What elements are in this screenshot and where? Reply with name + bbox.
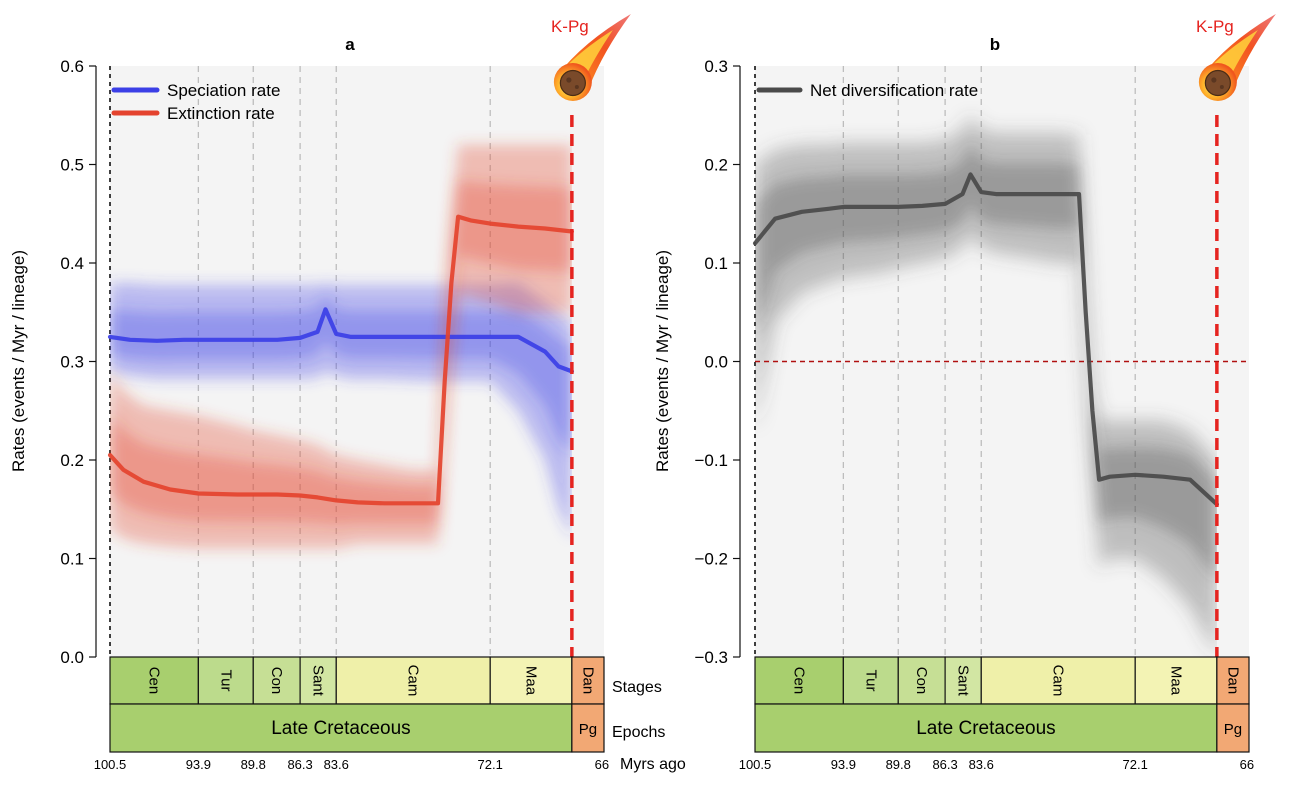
stage-label-Con: Con: [268, 667, 285, 695]
y-tick-label: 0.6: [60, 57, 84, 76]
legend-speciation-label: Speciation rate: [167, 81, 280, 100]
stage-box-Tur: [842, 656, 899, 705]
kpg-label: K-Pg: [551, 17, 589, 36]
stage-label-Maa: Maa: [523, 666, 540, 696]
panel-a-ylabel: Rates (events / Myr / lineage): [9, 250, 28, 472]
age-tick-label: 72.1: [478, 757, 503, 772]
stages-row-label: Stages: [612, 679, 662, 696]
panel-a-timescale: Cen Tur Con Sant Cam Maa Dan Late Cretaceous Pg 1…: [94, 656, 609, 772]
meteor-crater-icon: [1211, 77, 1217, 83]
age-tick-label: 89.8: [241, 757, 266, 772]
stage-box-Dan: [571, 656, 605, 705]
stage-label-Cen: Cen: [146, 667, 163, 695]
stage-label-Con: Con: [913, 667, 930, 695]
stage-box-Maa: [1134, 656, 1218, 705]
stage-label-Cen: Cen: [791, 667, 808, 695]
stage-label-Tur: Tur: [862, 670, 879, 692]
y-tick-label: 0.2: [60, 451, 84, 470]
age-tick-label: 83.6: [969, 757, 994, 772]
stage-label-Dan: Dan: [579, 667, 596, 695]
panel-b-title: b: [990, 35, 1000, 54]
age-tick-label: 93.9: [186, 757, 211, 772]
y-tick-label: 0.5: [60, 156, 84, 175]
stage-box-Tur: [197, 656, 254, 705]
panel-b-timescale: Cen Tur Con Sant Cam Maa Dan Late Cretaceous Pg 1…: [739, 656, 1254, 772]
series-line-0: [752, 172, 1219, 507]
panel-a-stage-lines: [109, 66, 491, 657]
age-tick-label: 100.5: [739, 757, 772, 772]
y-tick-label: −0.3: [694, 648, 728, 667]
stage-label-Cam: Cam: [405, 665, 422, 697]
stage-label-Maa: Maa: [1168, 666, 1185, 696]
panel-a-title: a: [345, 35, 355, 54]
meteor-crater-icon: [574, 85, 579, 89]
panel-a-legend: Speciation rate Extinction rate: [111, 81, 280, 123]
epoch-box-Late Cretaceous: [754, 703, 1218, 753]
panel-a: a Rates (events / Myr / lineage) K-Pg 0.…: [9, 14, 686, 773]
kpg-label: K-Pg: [1196, 17, 1234, 36]
stage-box-Con: [252, 656, 301, 705]
epochs-row-label: Epochs: [612, 724, 665, 741]
age-tick-label: 86.3: [287, 757, 312, 772]
uncertainty-band-inner-1: [110, 180, 572, 525]
stage-box-Cam: [335, 656, 491, 705]
panel-b: b Rates (events / Myr / lineage) K-Pg −0…: [653, 14, 1276, 772]
stage-box-Cen: [109, 656, 199, 705]
age-tick-label: 72.1: [1123, 757, 1148, 772]
series-line-1: [107, 214, 574, 506]
y-tick-label: −0.1: [694, 451, 728, 470]
stage-label-Dan: Dan: [1224, 667, 1241, 695]
epoch-box-Late Cretaceous: [109, 703, 573, 753]
stage-box-Cen: [754, 656, 844, 705]
age-tick-label: 86.3: [932, 757, 957, 772]
meteor-rock-icon: [1204, 69, 1231, 97]
panel-b-ylabel: Rates (events / Myr / lineage): [653, 250, 672, 472]
ages-row-label: Myrs ago: [620, 756, 686, 773]
age-tick-label: 66: [1240, 757, 1254, 772]
band-group-0: [755, 115, 1217, 657]
age-tick-label: 100.5: [94, 757, 127, 772]
meteor-crater-icon: [1219, 85, 1224, 89]
legend-net-label: Net diversification rate: [810, 81, 978, 100]
epoch-label: Late Cretaceous: [916, 718, 1055, 739]
panel-a-kpg: K-Pg: [551, 14, 631, 705]
series-line-0: [107, 307, 574, 374]
y-tick-label: 0.4: [60, 254, 84, 273]
stage-label-Tur: Tur: [217, 670, 234, 692]
y-tick-label: 0.3: [704, 57, 728, 76]
stage-box-Maa: [489, 656, 573, 705]
age-tick-label: 93.9: [831, 757, 856, 772]
legend-extinction-label: Extinction rate: [167, 104, 275, 123]
epoch-box-Pg: [571, 703, 605, 753]
panel-b-legend: Net diversification rate: [756, 81, 978, 100]
y-tick-label: −0.2: [694, 550, 728, 569]
stage-box-Cam: [980, 656, 1136, 705]
stage-label-Sant: Sant: [310, 665, 327, 697]
y-tick-label: 0.0: [60, 648, 84, 667]
age-tick-label: 89.8: [886, 757, 911, 772]
y-tick-label: 0.0: [704, 353, 728, 372]
panel-b-kpg: K-Pg: [1196, 14, 1276, 705]
panel-b-y-axis: −0.3 −0.2 −0.1 0.0 0.1 0.2 0.3: [694, 57, 741, 667]
epoch-label: Pg: [579, 721, 597, 738]
panel-a-lines: [107, 214, 574, 506]
y-tick-label: 0.1: [60, 550, 84, 569]
age-tick-label: 83.6: [324, 757, 349, 772]
y-tick-label: 0.1: [704, 254, 728, 273]
stage-label-Cam: Cam: [1050, 665, 1067, 697]
epoch-label: Pg: [1224, 721, 1242, 738]
meteor-crater-icon: [566, 77, 572, 83]
y-tick-label: 0.2: [704, 156, 728, 175]
uncertainty-band-inner-0: [755, 144, 1217, 581]
stage-label-Sant: Sant: [955, 665, 972, 697]
epoch-box-Pg: [1216, 703, 1250, 753]
y-tick-label: 0.3: [60, 353, 84, 372]
meteor-rock-icon: [559, 69, 586, 97]
panel-a-y-axis: 0.0 0.1 0.2 0.3 0.4 0.5 0.6: [60, 57, 97, 667]
age-tick-label: 66: [595, 757, 609, 772]
epoch-label: Late Cretaceous: [271, 718, 410, 739]
panel-b-lines: [752, 172, 1219, 507]
panel-b-bands: [755, 115, 1217, 657]
